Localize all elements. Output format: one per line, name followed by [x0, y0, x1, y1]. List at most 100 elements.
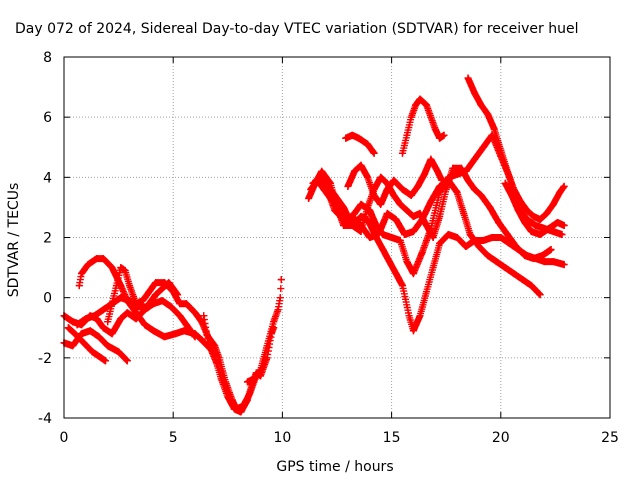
data-point: [95, 333, 103, 341]
data-point: [503, 167, 511, 175]
data-point: [440, 131, 448, 139]
data-point: [150, 327, 158, 335]
data-point: [152, 291, 160, 299]
data-point: [385, 258, 393, 266]
data-point: [117, 315, 125, 323]
data-point: [305, 194, 313, 202]
data-point: [444, 230, 452, 238]
data-point: [436, 212, 444, 220]
data-point: [69, 342, 77, 350]
data-point: [141, 321, 149, 329]
x-tick-label: 10: [273, 430, 291, 446]
data-point: [536, 230, 544, 238]
series-track-1: [60, 327, 131, 365]
data-point: [538, 252, 546, 260]
data-point: [392, 270, 400, 278]
data-point: [436, 134, 444, 142]
data-point: [357, 161, 365, 169]
x-tick-label: 20: [492, 430, 510, 446]
data-point: [540, 258, 548, 266]
y-tick-label: -4: [38, 411, 52, 427]
data-point: [331, 191, 339, 199]
data-point: [431, 125, 439, 133]
chart-title: Day 072 of 2024, Sidereal Day-to-day VTE…: [15, 21, 578, 37]
data-point: [429, 234, 437, 241]
data-point: [420, 170, 428, 178]
data-point: [532, 221, 540, 229]
data-point: [348, 221, 356, 229]
data-point: [318, 173, 326, 181]
data-point: [158, 297, 166, 305]
data-point: [73, 321, 81, 329]
data-point: [176, 300, 184, 308]
y-tick-label: 4: [43, 170, 52, 186]
data-point: [530, 212, 538, 220]
data-point: [82, 315, 90, 323]
data-point: [160, 279, 168, 287]
data-point: [556, 188, 564, 196]
data-point: [427, 113, 435, 121]
data-point: [543, 209, 551, 217]
data-point: [115, 348, 123, 356]
data-point: [497, 234, 505, 241]
data-point: [243, 378, 251, 386]
data-point: [274, 306, 282, 314]
y-tick-label: 8: [43, 50, 52, 66]
y-tick-label: 2: [43, 231, 52, 247]
data-point: [510, 270, 518, 278]
data-point: [86, 327, 94, 335]
data-point: [409, 212, 417, 220]
data-point: [108, 264, 116, 272]
data-point: [453, 188, 461, 196]
data-point: [409, 227, 417, 235]
data-point: [462, 243, 470, 251]
data-point: [460, 209, 468, 217]
data-point: [355, 134, 363, 142]
data-point: [423, 288, 431, 296]
data-point: [399, 149, 407, 157]
data-point: [112, 282, 120, 290]
data-point: [512, 243, 520, 251]
data-point: [457, 164, 465, 172]
data-point: [99, 324, 107, 332]
data-point: [344, 182, 352, 190]
data-point: [471, 89, 479, 97]
data-point: [198, 336, 206, 344]
data-point: [121, 267, 129, 275]
data-point: [169, 288, 177, 296]
data-point: [403, 206, 411, 214]
data-point: [414, 182, 422, 190]
data-point: [392, 215, 400, 223]
data-point: [536, 291, 544, 299]
x-tick-label: 5: [169, 430, 178, 446]
data-point: [377, 173, 385, 181]
x-tick-label: 0: [60, 430, 69, 446]
data-point: [152, 279, 160, 287]
data-point: [516, 197, 524, 205]
data-point: [340, 221, 348, 229]
data-point: [104, 318, 112, 326]
data-point: [213, 360, 221, 368]
data-point: [374, 230, 382, 238]
data-point: [497, 146, 505, 154]
data-point: [418, 249, 426, 257]
x-axis-label: GPS time / hours: [276, 459, 393, 475]
data-point: [383, 185, 391, 193]
data-point: [427, 155, 435, 163]
data-point: [191, 330, 199, 338]
data-point: [471, 185, 479, 193]
data-point: [257, 366, 265, 374]
data-point: [484, 252, 492, 260]
data-point: [243, 396, 251, 404]
data-point: [399, 282, 407, 290]
data-point: [377, 200, 385, 208]
data-point: [123, 309, 131, 317]
data-point: [390, 176, 398, 184]
data-point: [307, 185, 315, 193]
data-point: [176, 312, 184, 320]
grid: [64, 57, 610, 418]
data-point: [416, 209, 424, 217]
data-point: [143, 303, 151, 311]
data-point: [145, 288, 153, 296]
series-track-4: [75, 255, 214, 353]
